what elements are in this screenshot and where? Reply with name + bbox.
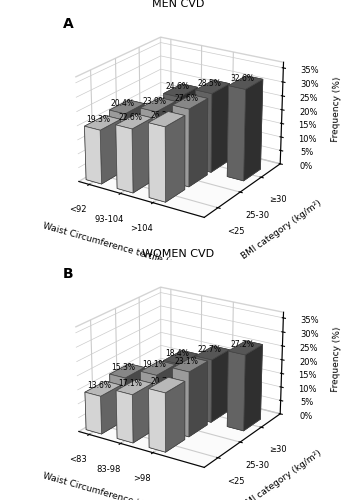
Title: MEN CVD: MEN CVD (152, 0, 204, 9)
Y-axis label: BMI category (kg/m²): BMI category (kg/m²) (240, 198, 323, 260)
Title: WOMEN CVD: WOMEN CVD (142, 249, 214, 259)
X-axis label: Waist Circumference tertile (cm): Waist Circumference tertile (cm) (42, 221, 187, 270)
Text: B: B (63, 268, 74, 281)
X-axis label: Waist Circumference tertile (cm): Waist Circumference tertile (cm) (42, 471, 187, 500)
Y-axis label: BMI category (kg/m²): BMI category (kg/m²) (240, 448, 323, 500)
Text: A: A (63, 18, 74, 32)
